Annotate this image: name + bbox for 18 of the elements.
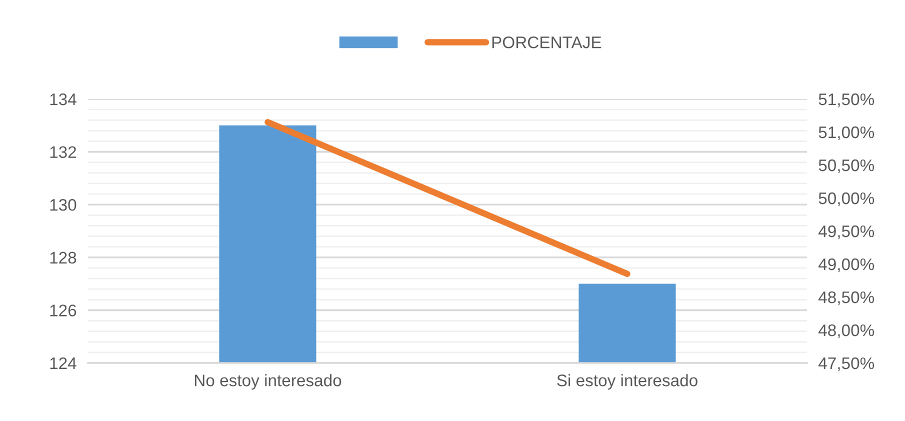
legend-label: PORCENTAJE — [492, 36, 602, 48]
x-tick-label: No estoy interesado — [194, 374, 342, 390]
x-tick-label: Si estoy interesado — [557, 374, 698, 390]
y2-tick-label: 49,50% — [818, 225, 874, 240]
y-tick-label: 128 — [50, 252, 76, 264]
y2-tick-label: 48,00% — [818, 324, 874, 338]
y2-tick-label: 47,50% — [818, 357, 874, 372]
y-tick-label: 134 — [50, 93, 76, 106]
y2-tick-label: 51,00% — [818, 126, 874, 140]
y2-tick-label: 50,50% — [818, 159, 874, 174]
y2-tick-label: 51,50% — [818, 93, 874, 108]
y-tick-label: 126 — [50, 304, 76, 316]
y2-tick-label: 50,00% — [818, 192, 874, 206]
y-tick-label: 124 — [50, 357, 76, 370]
y-tick-label: 130 — [50, 199, 76, 211]
y-tick-label: 132 — [50, 146, 76, 158]
y2-tick-label: 48,50% — [818, 291, 874, 306]
y2-tick-label: 49,00% — [818, 258, 874, 272]
